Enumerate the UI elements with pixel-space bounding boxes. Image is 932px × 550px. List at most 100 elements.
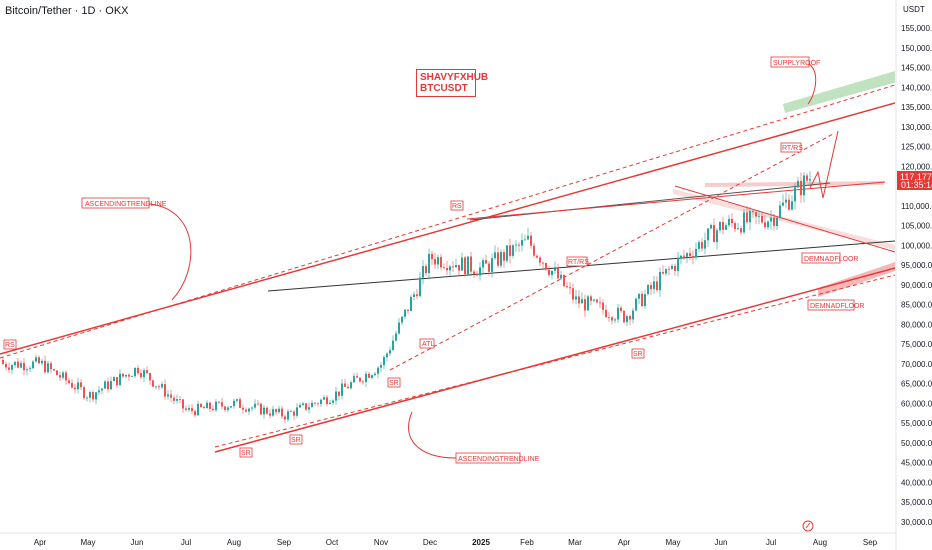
- candle-body: [71, 382, 73, 388]
- candle-body: [50, 363, 52, 370]
- candle-body: [227, 407, 229, 410]
- candle-body: [464, 257, 466, 275]
- candle-body: [689, 253, 691, 256]
- candle-body: [173, 397, 175, 401]
- candle-body: [680, 255, 682, 258]
- label-sr-sep: SR: [289, 434, 303, 445]
- label-demand-floor-2: DEMNADFLOOR: [807, 299, 864, 311]
- candle-body: [245, 409, 247, 412]
- candle-body: [278, 408, 280, 413]
- candle-body: [455, 264, 457, 268]
- candle-body: [131, 376, 133, 377]
- candle-body: [35, 357, 37, 362]
- candle-body: [170, 394, 172, 398]
- candle-body: [296, 407, 298, 416]
- svg-text:DEMNADFLOOR: DEMNADFLOOR: [804, 256, 858, 263]
- candle-body: [194, 411, 196, 416]
- candle-body: [764, 222, 766, 228]
- candle-body: [341, 383, 343, 396]
- candle-body: [485, 260, 487, 264]
- svg-text:SUPPLYROOF: SUPPLYROOF: [773, 60, 820, 67]
- candle-body: [329, 402, 331, 405]
- candle-body: [110, 381, 112, 390]
- candle-body: [20, 363, 22, 368]
- time-tick-label: Dec: [423, 538, 437, 547]
- price-tick-label: 100,000.0: [901, 241, 932, 250]
- candle-body: [539, 257, 541, 263]
- resistance-zone: [705, 181, 884, 187]
- candles-group: [2, 171, 811, 424]
- time-tick-label: Sep: [863, 538, 878, 547]
- candle-body: [497, 252, 499, 266]
- svg-text:DEMNADFLOOR: DEMNADFLOOR: [810, 303, 864, 310]
- candle-body: [233, 400, 235, 407]
- candle-body: [284, 416, 286, 420]
- candle-body: [398, 322, 400, 334]
- candle-body: [668, 268, 670, 270]
- candle-body: [104, 381, 106, 389]
- candle-body: [137, 367, 139, 374]
- candle-body: [197, 403, 199, 416]
- candle-body: [167, 394, 169, 397]
- candle-body: [41, 360, 43, 364]
- candle-body: [143, 370, 145, 378]
- price-axis-ticks[interactable]: 155,000.0 150,000.0 145,000.0 140,000.0 135,…: [901, 24, 932, 527]
- candle-body: [662, 272, 664, 274]
- candle-body: [545, 262, 547, 270]
- candle-body: [593, 299, 595, 301]
- time-tick-label: Apr: [34, 538, 47, 547]
- price-tick-label: 30,000.0: [901, 518, 932, 527]
- time-axis-ticks[interactable]: Apr May Jun Jul Aug Sep Oct Nov Dec 2025 Feb Mar Apr…: [34, 538, 878, 547]
- candle-body: [56, 370, 58, 376]
- candle-body: [482, 260, 484, 268]
- candle-body: [272, 409, 274, 416]
- candle-body: [29, 368, 31, 370]
- svg-text:SR: SR: [241, 450, 251, 457]
- price-tick-label: 145,000.0: [901, 64, 932, 73]
- candle-body: [710, 225, 712, 229]
- descending-line: [674, 185, 895, 253]
- candle-body: [344, 383, 346, 387]
- candle-body: [248, 408, 250, 412]
- candle-body: [353, 376, 355, 383]
- candle-body: [401, 316, 403, 323]
- candle-body: [146, 370, 148, 373]
- candle-body: [605, 309, 607, 318]
- symbol-title[interactable]: Bitcoin/Tether · 1D · OKX: [5, 5, 129, 17]
- svg-text:SR: SR: [389, 380, 399, 387]
- candle-body: [125, 374, 127, 377]
- time-tick-label: Aug: [813, 538, 827, 547]
- candle-body: [617, 307, 619, 320]
- candle-body: [566, 286, 568, 288]
- candle-body: [614, 319, 616, 321]
- candle-body: [332, 400, 334, 403]
- time-tick-label: May: [80, 538, 95, 547]
- candle-body: [413, 294, 415, 297]
- candle-body: [443, 267, 445, 269]
- candle-body: [416, 294, 418, 297]
- candle-body: [782, 202, 784, 206]
- candle-body: [533, 245, 535, 256]
- candle-body: [479, 267, 481, 276]
- replay-icon[interactable]: [802, 520, 814, 532]
- candle-body: [803, 175, 805, 196]
- price-tick-label: 125,000.0: [901, 143, 932, 152]
- candle-body: [23, 363, 25, 371]
- candle-body: [422, 266, 424, 278]
- candle-body: [656, 281, 658, 291]
- candle-body: [473, 271, 475, 275]
- price-tick-label: 40,000.0: [901, 478, 932, 487]
- candle-body: [695, 248, 697, 258]
- label-ascending-lower: ASCENDINGTRENDLINE: [455, 452, 540, 464]
- candle-body: [755, 211, 757, 217]
- candle-body: [788, 199, 790, 210]
- candle-body: [500, 251, 502, 266]
- candle-body: [629, 316, 631, 320]
- time-tick-label: Feb: [520, 538, 534, 547]
- price-tick-label: 155,000.0: [901, 24, 932, 33]
- candle-body: [659, 272, 661, 291]
- candle-body: [26, 369, 28, 371]
- candle-body: [449, 266, 451, 271]
- candle-body: [572, 288, 574, 300]
- candle-body: [698, 242, 700, 249]
